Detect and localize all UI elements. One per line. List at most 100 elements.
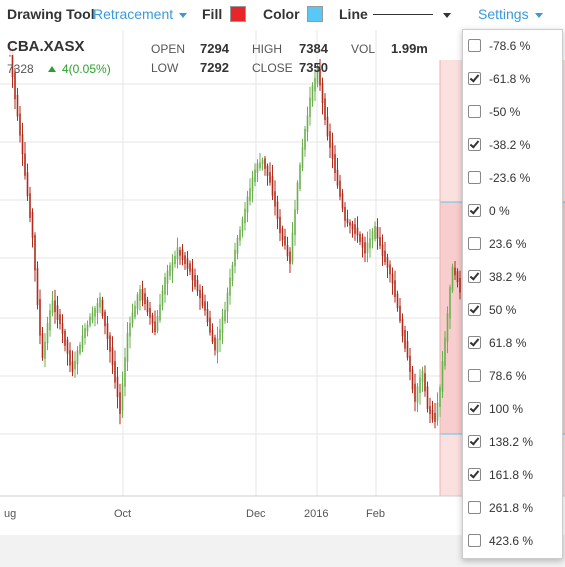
drawing-toolbar: Drawing Tool Retracement Fill Color Line… xyxy=(0,0,565,30)
candle-body xyxy=(366,242,369,254)
candle-body xyxy=(254,169,256,182)
candle-body xyxy=(26,172,29,197)
line-label: Line xyxy=(339,6,368,22)
candle-body xyxy=(414,383,416,402)
candle-body xyxy=(441,361,444,392)
vol-value: 1.99m xyxy=(391,41,428,56)
candle-body xyxy=(381,244,384,256)
candle-body xyxy=(306,115,309,133)
candle-body xyxy=(134,305,136,318)
candle-body xyxy=(139,289,141,301)
line-color-swatch[interactable] xyxy=(307,6,323,22)
retracement-level-item[interactable]: 50 % xyxy=(463,296,562,329)
candle-body xyxy=(171,262,174,272)
candle-body xyxy=(164,277,166,295)
retracement-level-checkbox[interactable] xyxy=(468,270,481,283)
retracement-level-checkbox[interactable] xyxy=(468,303,481,316)
candle-body xyxy=(66,339,69,354)
retracement-level-item[interactable]: -38.2 % xyxy=(463,131,562,164)
retracement-level-checkbox[interactable] xyxy=(468,72,481,85)
retracement-level-item[interactable]: 261.8 % xyxy=(463,494,562,527)
retracement-level-item[interactable]: 0 % xyxy=(463,197,562,230)
fill-color-swatch[interactable] xyxy=(230,6,246,22)
candle-body xyxy=(16,94,19,117)
last-price: 7328 xyxy=(7,62,34,76)
candle-body xyxy=(84,328,86,338)
fill-label: Fill xyxy=(202,6,223,22)
retracement-level-label: 161.8 % xyxy=(489,468,534,482)
color-label: Color xyxy=(263,6,300,22)
retracement-level-item[interactable]: 100 % xyxy=(463,395,562,428)
candle-body xyxy=(424,373,426,392)
candle-body xyxy=(74,360,76,370)
line-style-sample[interactable] xyxy=(373,14,433,15)
candle-body xyxy=(199,289,201,299)
retracement-level-item[interactable]: 23.6 % xyxy=(463,230,562,263)
drawing-tool-dropdown[interactable]: Retracement xyxy=(93,6,188,22)
retracement-level-checkbox[interactable] xyxy=(468,105,481,118)
retracement-level-checkbox[interactable] xyxy=(468,171,481,184)
candle-body xyxy=(456,271,459,283)
retracement-level-checkbox[interactable] xyxy=(468,237,481,250)
candle-body xyxy=(349,222,351,226)
retracement-level-item[interactable]: 78.6 % xyxy=(463,362,562,395)
candle-body xyxy=(289,251,291,264)
candle-body xyxy=(69,350,71,366)
candle-body xyxy=(361,237,364,248)
checkmark-icon xyxy=(469,303,480,314)
retracement-level-item[interactable]: 423.6 % xyxy=(463,527,562,560)
candle-body xyxy=(119,392,121,414)
candle-body xyxy=(396,293,399,308)
retracement-level-checkbox[interactable] xyxy=(468,204,481,217)
high-value: 7384 xyxy=(299,41,328,56)
candle-body xyxy=(346,218,349,223)
candle-body xyxy=(96,303,99,313)
candle-body xyxy=(394,280,396,298)
candle-body xyxy=(56,305,59,320)
candle-body xyxy=(44,341,46,359)
retracement-level-item[interactable]: -50 % xyxy=(463,98,562,131)
retracement-level-checkbox[interactable] xyxy=(468,336,481,349)
candle-body xyxy=(336,169,339,186)
candle-body xyxy=(354,224,356,234)
retracement-level-checkbox[interactable] xyxy=(468,468,481,481)
retracement-level-item[interactable]: -61.8 % xyxy=(463,65,562,98)
retracement-level-label: 61.8 % xyxy=(489,336,527,350)
retracement-level-checkbox[interactable] xyxy=(468,435,481,448)
candle-body xyxy=(109,335,111,352)
candle-body xyxy=(321,82,324,104)
retracement-level-checkbox[interactable] xyxy=(468,402,481,415)
candle-body xyxy=(144,293,146,305)
candle-body xyxy=(146,299,149,313)
retracement-level-item[interactable]: 61.8 % xyxy=(463,329,562,362)
retracement-level-item[interactable]: -23.6 % xyxy=(463,164,562,197)
candle-body xyxy=(359,234,361,242)
candle-body xyxy=(216,338,219,353)
candle-body xyxy=(299,164,301,189)
candle-body xyxy=(169,265,171,276)
price-change: 4(0.05%) xyxy=(48,62,111,76)
candle-body xyxy=(51,300,54,313)
chart-grid xyxy=(0,30,565,496)
retracement-level-item[interactable]: 38.2 % xyxy=(463,263,562,296)
line-style-dropdown[interactable] xyxy=(437,6,451,22)
candle-body xyxy=(436,402,439,421)
candle-body xyxy=(159,304,161,321)
retracement-level-item[interactable]: -78.6 % xyxy=(463,32,562,65)
retracement-level-checkbox[interactable] xyxy=(468,501,481,514)
candle-body xyxy=(261,159,264,164)
retracement-level-checkbox[interactable] xyxy=(468,138,481,151)
retracement-level-checkbox[interactable] xyxy=(468,39,481,52)
checkmark-icon xyxy=(469,402,480,413)
candle-body xyxy=(431,409,434,420)
retracement-level-item[interactable]: 161.8 % xyxy=(463,461,562,494)
settings-dropdown[interactable]: Settings xyxy=(478,6,543,22)
candle-body xyxy=(374,226,376,239)
retracement-level-item[interactable]: 138.2 % xyxy=(463,428,562,461)
drawing-tool-value: Retracement xyxy=(93,6,174,22)
candle-body xyxy=(296,182,299,211)
candle-body xyxy=(334,154,336,173)
retracement-level-checkbox[interactable] xyxy=(468,534,481,547)
retracement-level-checkbox[interactable] xyxy=(468,369,481,382)
candle-body xyxy=(444,337,446,367)
